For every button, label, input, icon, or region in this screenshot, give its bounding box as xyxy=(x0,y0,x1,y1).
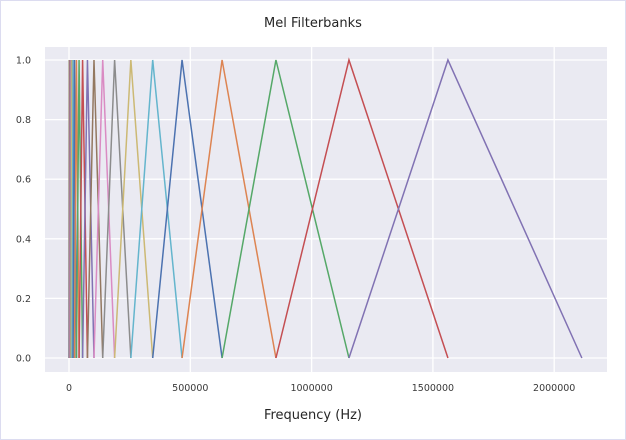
filter-line xyxy=(93,59,116,359)
filter-lines xyxy=(68,57,583,359)
plot-area xyxy=(45,47,607,372)
y-tick-label: 0.0 xyxy=(16,354,31,365)
filter-line xyxy=(130,59,183,359)
y-tick-label: 0.8 xyxy=(16,115,31,126)
y-tick-label: 0.6 xyxy=(16,175,31,186)
y-tick-label: 1.0 xyxy=(16,56,31,67)
filter-line xyxy=(73,59,80,359)
filter-line xyxy=(86,59,104,359)
filter-line xyxy=(101,59,132,359)
filter-line xyxy=(221,59,350,359)
filter-line xyxy=(81,59,95,359)
x-tick-label: 2000000 xyxy=(533,383,575,394)
y-axis-ticks: 0.0 0.2 0.4 0.6 0.8 1.0 xyxy=(16,56,31,365)
chart-title: Mel Filterbanks xyxy=(264,16,362,31)
filter-line xyxy=(113,59,154,359)
x-tick-label: 0 xyxy=(66,383,72,394)
filter-line xyxy=(181,59,277,359)
x-tick-label: 1500000 xyxy=(412,383,454,394)
x-tick-label: 1000000 xyxy=(290,383,332,394)
x-axis-ticks: 0 500000 1000000 1500000 2000000 xyxy=(66,383,575,394)
filter-line xyxy=(151,59,223,359)
filter-line xyxy=(78,59,89,359)
grid-lines xyxy=(45,47,607,372)
x-axis-label: Frequency (Hz) xyxy=(264,408,362,423)
filter-line xyxy=(75,59,84,359)
filter-line xyxy=(348,57,583,359)
filter-line xyxy=(275,57,449,359)
y-tick-label: 0.4 xyxy=(16,234,31,245)
x-tick-label: 500000 xyxy=(172,383,208,394)
y-tick-label: 0.2 xyxy=(16,294,31,305)
